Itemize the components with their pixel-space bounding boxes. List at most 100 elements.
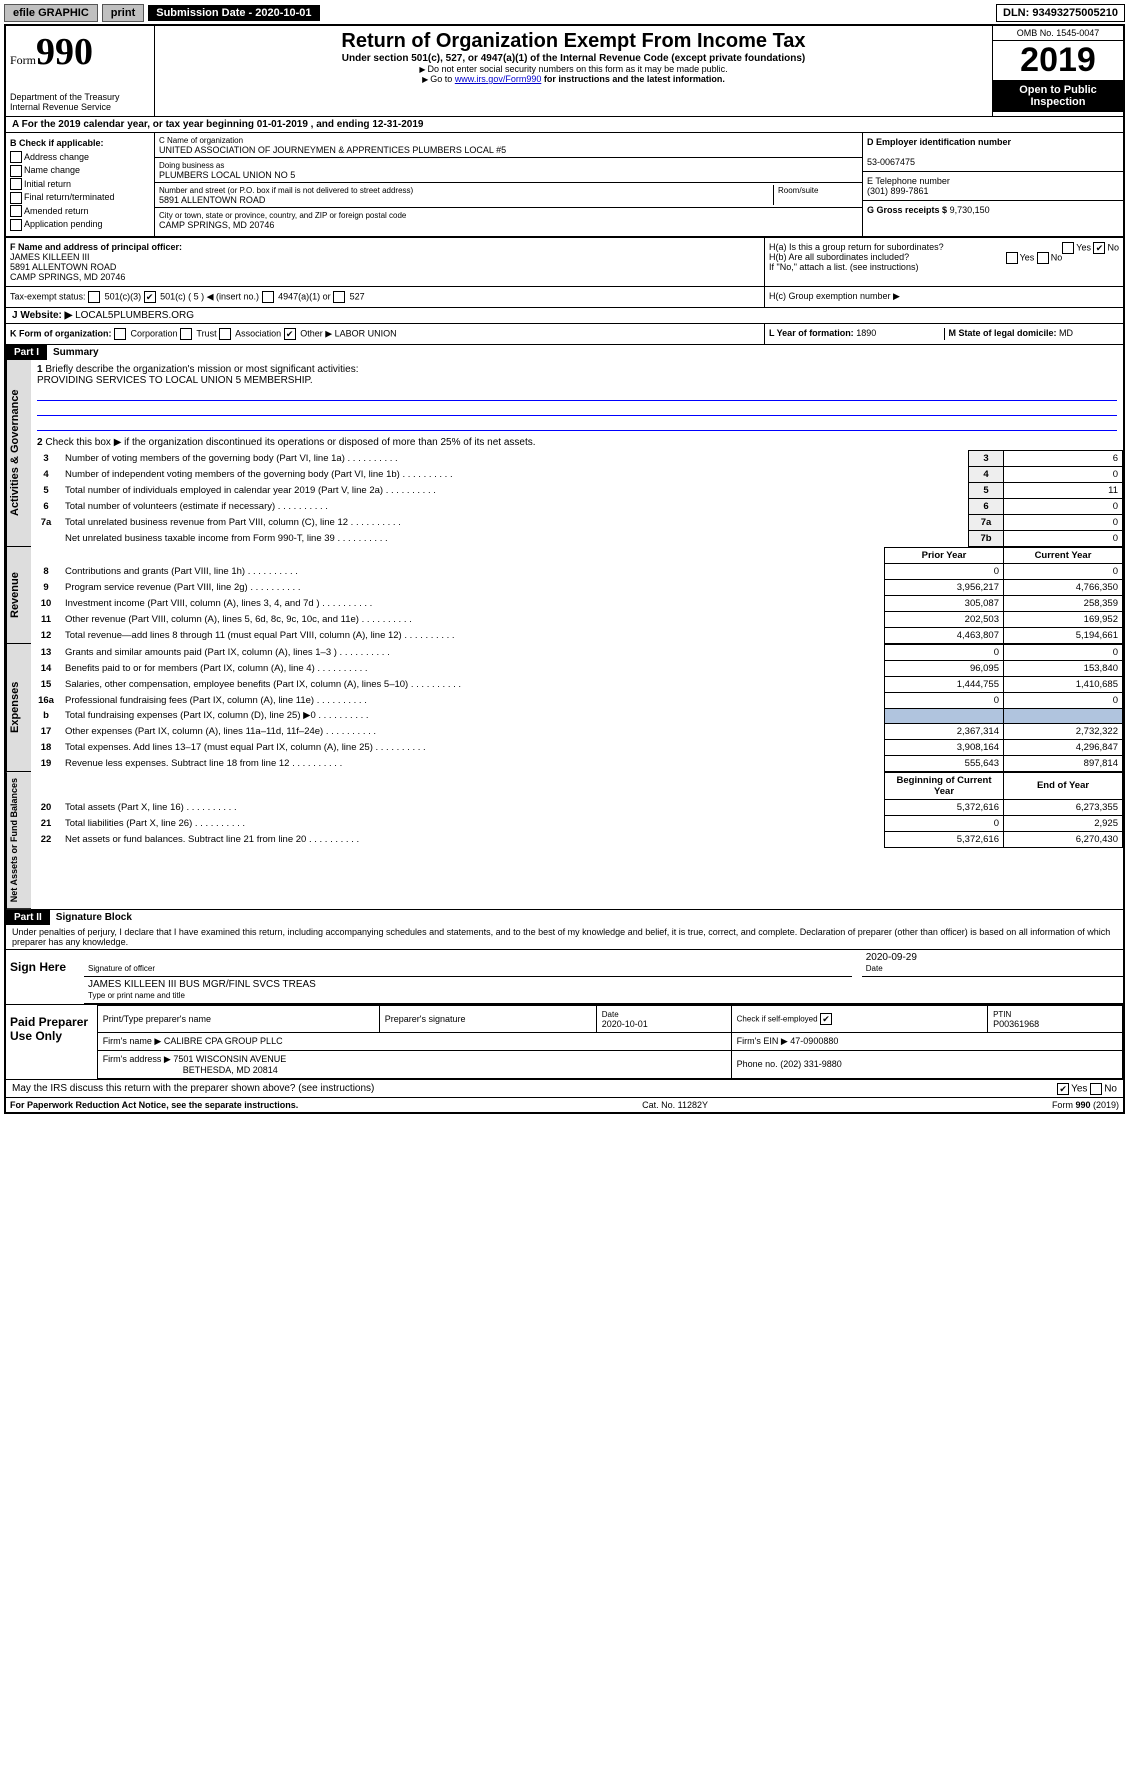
dln-label: DLN: 93493275005210 bbox=[996, 4, 1125, 22]
expenses-tab: Expenses bbox=[6, 644, 31, 772]
table-row: 7aTotal unrelated business revenue from … bbox=[31, 514, 1123, 530]
print-button[interactable]: print bbox=[102, 4, 144, 22]
city-state-zip: CAMP SPRINGS, MD 20746 bbox=[159, 220, 274, 230]
officer-printed-name: JAMES KILLEEN III BUS MGR/FINL SVCS TREA… bbox=[88, 979, 316, 990]
ssn-note: Do not enter social security numbers on … bbox=[159, 64, 988, 74]
entity-block: B Check if applicable: Address change Na… bbox=[6, 133, 1123, 237]
table-row: 17Other expenses (Part IX, column (A), l… bbox=[31, 723, 1123, 739]
form-number: Form990 bbox=[10, 30, 150, 74]
501c-checkbox[interactable] bbox=[144, 291, 156, 303]
phone: (301) 899-7861 bbox=[867, 186, 929, 196]
submission-date: Submission Date - 2020-10-01 bbox=[148, 5, 319, 21]
527-checkbox[interactable] bbox=[333, 291, 345, 303]
other-checkbox[interactable] bbox=[284, 328, 296, 340]
paid-preparer-label: Paid Preparer Use Only bbox=[6, 1005, 97, 1079]
dept-label: Department of the Treasury Internal Reve… bbox=[10, 92, 150, 112]
netassets-table: Beginning of Current YearEnd of Year 20T… bbox=[31, 772, 1123, 848]
part2-header: Part II bbox=[6, 910, 50, 925]
sign-here-label: Sign Here bbox=[6, 950, 74, 1004]
org-name: UNITED ASSOCIATION OF JOURNEYMEN & APPRE… bbox=[159, 145, 506, 155]
preparer-table: Print/Type preparer's name Preparer's si… bbox=[97, 1005, 1123, 1079]
ha-yes[interactable] bbox=[1062, 242, 1074, 254]
governance-tab: Activities & Governance bbox=[6, 360, 31, 547]
table-row: Net unrelated business taxable income fr… bbox=[31, 530, 1123, 546]
address-change-checkbox[interactable] bbox=[10, 151, 22, 163]
table-row: 6Total number of volunteers (estimate if… bbox=[31, 498, 1123, 514]
form-header: Form990 Department of the Treasury Inter… bbox=[6, 26, 1123, 117]
table-row: 14Benefits paid to or for members (Part … bbox=[31, 660, 1123, 676]
goto-note: Go to www.irs.gov/Form990 for instructio… bbox=[159, 74, 988, 84]
form-title: Return of Organization Exempt From Incom… bbox=[159, 30, 988, 53]
form-footer: Form 990 (2019) bbox=[1052, 1100, 1119, 1110]
form-container: Form990 Department of the Treasury Inter… bbox=[4, 24, 1125, 1114]
discuss-question: May the IRS discuss this return with the… bbox=[12, 1083, 374, 1094]
governance-table: 3Number of voting members of the governi… bbox=[31, 450, 1123, 547]
table-row: 18Total expenses. Add lines 13–17 (must … bbox=[31, 739, 1123, 755]
revenue-table: Prior YearCurrent Year 8Contributions an… bbox=[31, 547, 1123, 644]
street-address: 5891 ALLENTOWN ROAD bbox=[159, 195, 265, 205]
table-row: bTotal fundraising expenses (Part IX, co… bbox=[31, 708, 1123, 723]
trust-checkbox[interactable] bbox=[180, 328, 192, 340]
table-row: 10Investment income (Part VIII, column (… bbox=[31, 595, 1123, 611]
form-subtitle: Under section 501(c), 527, or 4947(a)(1)… bbox=[159, 53, 988, 64]
table-row: 4Number of independent voting members of… bbox=[31, 466, 1123, 482]
perjury-text: Under penalties of perjury, I declare th… bbox=[6, 925, 1123, 949]
hb-no[interactable] bbox=[1037, 252, 1049, 264]
501c3-checkbox[interactable] bbox=[88, 291, 100, 303]
table-row: 16aProfessional fundraising fees (Part I… bbox=[31, 692, 1123, 708]
table-row: 13Grants and similar amounts paid (Part … bbox=[31, 644, 1123, 660]
period-line: A For the 2019 calendar year, or tax yea… bbox=[6, 117, 1123, 133]
initial-return-checkbox[interactable] bbox=[10, 178, 22, 190]
pra-notice: For Paperwork Reduction Act Notice, see … bbox=[10, 1100, 298, 1110]
preparer-phone: (202) 331-9880 bbox=[780, 1059, 842, 1069]
table-row: 3Number of voting members of the governi… bbox=[31, 450, 1123, 466]
open-inspection: Open to Public Inspection bbox=[993, 80, 1123, 112]
table-row: 8Contributions and grants (Part VIII, li… bbox=[31, 563, 1123, 579]
ein: 53-0067475 bbox=[867, 157, 915, 167]
4947-checkbox[interactable] bbox=[262, 291, 274, 303]
firm-name: CALIBRE CPA GROUP PLLC bbox=[164, 1036, 283, 1046]
year-formation: 1890 bbox=[856, 328, 876, 338]
officer-group-row: F Name and address of principal officer:… bbox=[6, 237, 1123, 286]
table-row: 9Program service revenue (Part VIII, lin… bbox=[31, 579, 1123, 595]
efile-button[interactable]: efile GRAPHIC bbox=[4, 4, 98, 22]
ptin: P00361968 bbox=[993, 1019, 1039, 1029]
top-toolbar: efile GRAPHIC print Submission Date - 20… bbox=[4, 4, 1125, 22]
app-pending-checkbox[interactable] bbox=[10, 219, 22, 231]
expenses-table: 13Grants and similar amounts paid (Part … bbox=[31, 644, 1123, 772]
cat-no: Cat. No. 11282Y bbox=[642, 1100, 708, 1110]
table-row: 12Total revenue—add lines 8 through 11 (… bbox=[31, 627, 1123, 643]
website: LOCAL5PLUMBERS.ORG bbox=[75, 310, 194, 321]
final-return-checkbox[interactable] bbox=[10, 192, 22, 204]
mission-text: PROVIDING SERVICES TO LOCAL UNION 5 MEMB… bbox=[37, 375, 313, 386]
ha-no[interactable] bbox=[1093, 242, 1105, 254]
sig-date: 2020-09-29 bbox=[866, 952, 917, 963]
table-row: 21Total liabilities (Part X, line 26)02,… bbox=[31, 815, 1123, 831]
box-b: B Check if applicable: Address change Na… bbox=[6, 133, 155, 236]
assoc-checkbox[interactable] bbox=[219, 328, 231, 340]
omb-number: OMB No. 1545-0047 bbox=[993, 26, 1123, 41]
irs-link[interactable]: www.irs.gov/Form990 bbox=[455, 74, 542, 84]
table-row: 22Net assets or fund balances. Subtract … bbox=[31, 831, 1123, 847]
dba: PLUMBERS LOCAL UNION NO 5 bbox=[159, 170, 295, 180]
table-row: 11Other revenue (Part VIII, column (A), … bbox=[31, 611, 1123, 627]
corp-checkbox[interactable] bbox=[114, 328, 126, 340]
amended-checkbox[interactable] bbox=[10, 205, 22, 217]
netassets-tab: Net Assets or Fund Balances bbox=[6, 772, 31, 909]
hb-yes[interactable] bbox=[1006, 252, 1018, 264]
table-row: 20Total assets (Part X, line 16)5,372,61… bbox=[31, 799, 1123, 815]
discuss-yes[interactable] bbox=[1057, 1083, 1069, 1095]
table-row: 5Total number of individuals employed in… bbox=[31, 482, 1123, 498]
part1-header: Part I bbox=[6, 345, 47, 360]
revenue-tab: Revenue bbox=[6, 547, 31, 644]
gross-receipts: 9,730,150 bbox=[950, 205, 990, 215]
name-change-checkbox[interactable] bbox=[10, 165, 22, 177]
firm-ein: 47-0900880 bbox=[790, 1036, 838, 1046]
officer-name: JAMES KILLEEN III bbox=[10, 252, 90, 262]
self-employed-checkbox[interactable] bbox=[820, 1013, 832, 1025]
group-exemption: H(c) Group exemption number ▶ bbox=[765, 287, 1123, 307]
tax-year: 2019 bbox=[993, 41, 1123, 80]
table-row: 15Salaries, other compensation, employee… bbox=[31, 676, 1123, 692]
discuss-no[interactable] bbox=[1090, 1083, 1102, 1095]
table-row: 19Revenue less expenses. Subtract line 1… bbox=[31, 755, 1123, 771]
